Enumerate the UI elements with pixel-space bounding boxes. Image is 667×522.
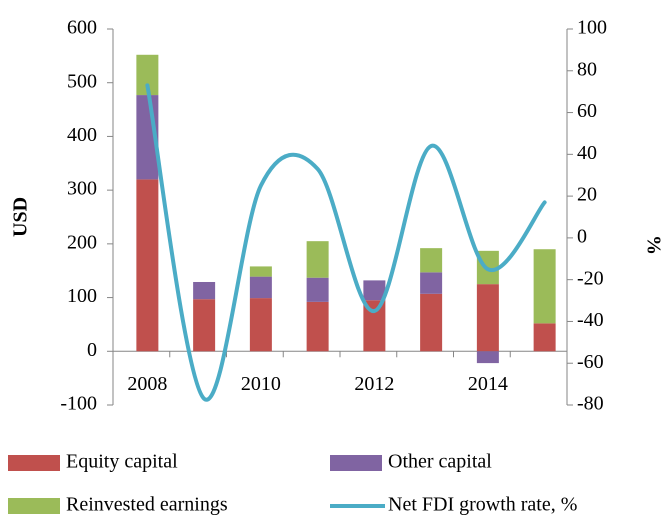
y-tick-label: -100	[60, 393, 97, 415]
y2-tick-label: 60	[577, 100, 597, 122]
y-tick-label: 100	[67, 285, 97, 307]
bar-segment	[533, 323, 556, 352]
y-axis-title: USD	[10, 197, 32, 237]
legend-swatch	[330, 455, 382, 471]
y-tick-label: 200	[67, 231, 97, 253]
bar-segment	[420, 293, 443, 352]
y2-tick-label: -60	[577, 351, 604, 373]
y-tick-label: 400	[67, 124, 97, 146]
bar-segment	[249, 298, 272, 352]
legend-label: Other capital	[388, 451, 492, 473]
bar-segment	[476, 351, 499, 364]
x-tick-label: 2010	[241, 373, 281, 395]
x-tick-label: 2008	[127, 373, 167, 395]
y2-tick-label: 80	[577, 58, 597, 80]
legend-label: Equity capital	[66, 451, 178, 473]
legend-swatch	[8, 498, 60, 514]
y2-tick-label: -40	[577, 309, 604, 331]
bar-segment	[249, 276, 272, 299]
bar-segment	[420, 272, 443, 294]
bar-segment	[136, 179, 159, 352]
y-tick-label: 300	[67, 178, 97, 200]
bar-segment	[193, 281, 216, 300]
y-tick-label: 600	[67, 17, 97, 39]
y2-tick-label: -80	[577, 393, 604, 415]
legend-label: Net FDI growth rate, %	[388, 494, 577, 516]
bar-segment	[249, 266, 272, 277]
line-series	[145, 83, 547, 402]
bar-segment	[306, 277, 329, 302]
bar-segment	[363, 300, 386, 352]
bar-segment	[476, 284, 499, 352]
y2-tick-label: 40	[577, 142, 597, 164]
y2-tick-label: 100	[577, 17, 607, 39]
bar-segment	[420, 248, 443, 273]
legend-label: Reinvested earnings	[66, 494, 228, 516]
x-tick-label: 2014	[468, 373, 508, 395]
bar-segment	[306, 301, 329, 352]
bar-segment	[193, 299, 216, 352]
bar-segment	[533, 249, 556, 324]
bar-segment	[136, 54, 159, 96]
y2-axis-title: %	[642, 235, 664, 255]
legend-swatch	[8, 455, 60, 471]
bar-segment	[306, 241, 329, 278]
bar-segment	[363, 280, 386, 301]
y2-tick-label: -20	[577, 267, 604, 289]
y-tick-label: 0	[87, 339, 97, 361]
x-tick-label: 2012	[354, 373, 394, 395]
y2-tick-label: 20	[577, 184, 597, 206]
y-tick-label: 500	[67, 70, 97, 92]
y2-tick-label: 0	[577, 225, 587, 247]
